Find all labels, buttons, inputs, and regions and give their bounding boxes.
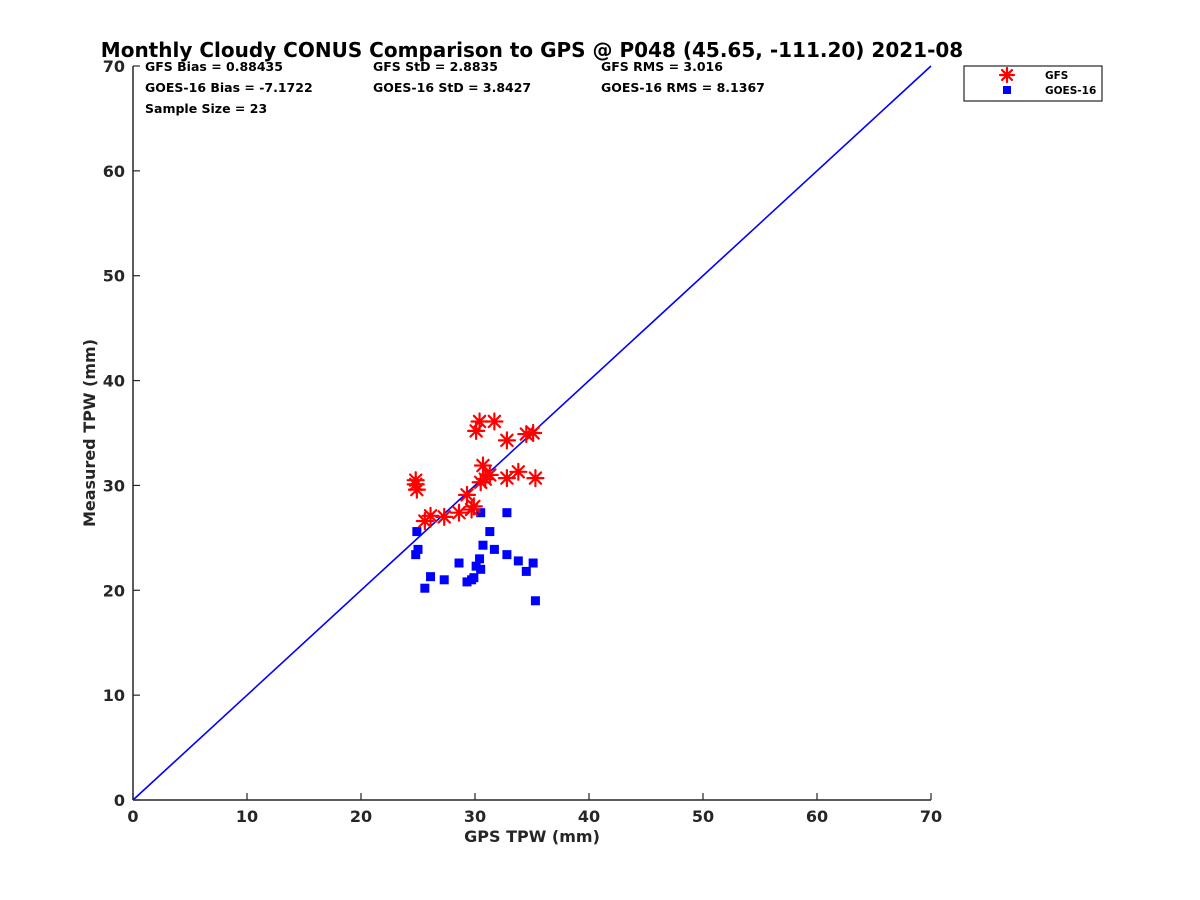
legend: GFS GOES-16 [963, 65, 1103, 102]
goes-point [475, 554, 485, 564]
x-tick-label: 50 [692, 807, 714, 826]
goes-point [521, 566, 531, 576]
goes-point [439, 575, 449, 585]
goes-point [426, 572, 436, 582]
gfs-point [497, 468, 517, 488]
y-axis-ticks: 0 10 20 30 40 50 60 70 [103, 57, 140, 810]
x-tick-label: 20 [350, 807, 372, 826]
gfs-point [421, 506, 440, 525]
legend-goes-marker [1003, 86, 1011, 94]
gfs-bias-text: GFS Bias = 0.88435 [145, 59, 283, 74]
goes-point [471, 561, 481, 571]
chart-title: Monthly Cloudy CONUS Comparison to GPS @… [101, 38, 963, 62]
legend-gfs-label: GFS [1045, 70, 1068, 82]
goes-std-text: GOES-16 StD = 3.8427 [373, 80, 531, 95]
gfs-point [473, 456, 493, 475]
goes-point [489, 544, 499, 554]
gfs-std-text: GFS StD = 2.8835 [373, 59, 498, 74]
x-tick-label: 0 [127, 807, 138, 826]
stats-block: GFS Bias = 0.88435 GFS StD = 2.8835 GFS … [145, 59, 765, 116]
legend-goes-label: GOES-16 [1045, 85, 1096, 97]
y-axis-label: Measured TPW (mm) [80, 339, 99, 527]
goes-point [476, 508, 486, 518]
y-tick-label: 30 [103, 476, 125, 495]
x-tick-label: 30 [464, 807, 486, 826]
x-tick-label: 40 [578, 807, 600, 826]
goes-point [476, 564, 486, 574]
goes-point [502, 550, 512, 560]
plot-area: 0 10 20 30 40 50 60 70 0 10 20 30 40 50 60 70 [103, 57, 942, 826]
goes-series [411, 508, 540, 606]
goes-rms-text: GOES-16 RMS = 8.1367 [601, 80, 765, 95]
gfs-point [526, 468, 545, 488]
gfs-point [524, 423, 543, 443]
gfs-point [480, 465, 499, 485]
gfs-point [435, 507, 454, 526]
gfs-point [457, 485, 477, 504]
x-tick-label: 70 [920, 807, 942, 826]
goes-point [530, 596, 540, 606]
goes-point [528, 558, 538, 568]
y-tick-label: 20 [103, 581, 125, 600]
y-tick-label: 40 [103, 372, 125, 391]
y-tick-label: 60 [103, 162, 125, 181]
gfs-point [497, 431, 517, 450]
goes-point [469, 573, 479, 583]
goes-point [411, 550, 421, 560]
goes-point [502, 508, 512, 518]
goes-point [513, 556, 523, 566]
gfs-rms-text: GFS RMS = 3.016 [601, 59, 723, 74]
goes-point [454, 558, 464, 568]
goes-point [478, 540, 488, 550]
goes-bias-text: GOES-16 Bias = -7.1722 [145, 80, 313, 95]
x-axis-label: GPS TPW (mm) [464, 827, 600, 846]
goes-point [485, 527, 495, 537]
gfs-point [464, 497, 483, 516]
sample-size-text: Sample Size = 23 [145, 101, 267, 116]
y-tick-label: 0 [114, 791, 125, 810]
y-tick-label: 10 [103, 686, 125, 705]
goes-point [413, 544, 423, 554]
gfs-point [449, 503, 469, 522]
legend-box [963, 65, 1103, 102]
gfs-point [509, 462, 528, 481]
goes-point [412, 527, 422, 537]
x-tick-label: 10 [236, 807, 258, 826]
legend-gfs-asterisk [998, 66, 1016, 84]
goes-point [462, 577, 472, 587]
y-tick-label: 50 [103, 267, 125, 286]
y-tick-label: 70 [103, 57, 125, 76]
goes-point [420, 583, 430, 593]
x-tick-label: 60 [806, 807, 828, 826]
gfs-point [470, 412, 489, 431]
x-axis-ticks: 0 10 20 30 40 50 60 70 [127, 793, 942, 826]
gfs-series [406, 412, 545, 531]
gfs-point [485, 412, 504, 431]
legend-gfs-marker [998, 66, 1016, 84]
gfs-point [407, 480, 426, 499]
